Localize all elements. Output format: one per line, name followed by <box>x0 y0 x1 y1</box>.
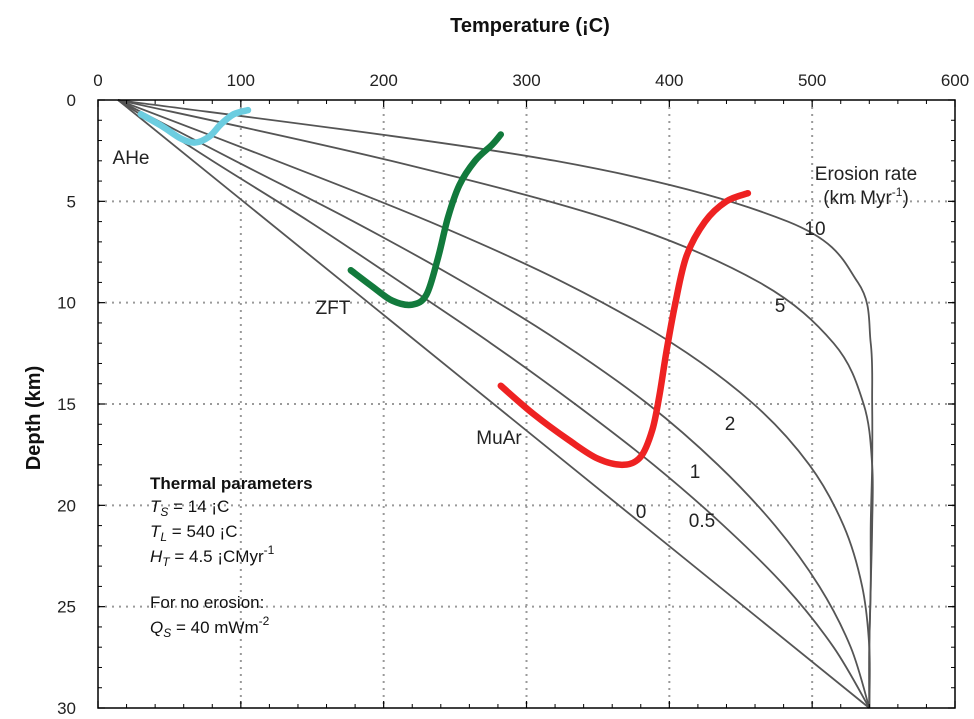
y-tick-label-20: 20 <box>57 496 76 515</box>
band-muar <box>497 189 752 469</box>
curve-label-5: 5 <box>775 296 786 317</box>
thermochronometer-bands <box>137 106 752 469</box>
param-tl: TL = 540 ¡C <box>150 522 237 544</box>
x-tick-label-300: 300 <box>512 71 540 90</box>
y-tick-label-25: 25 <box>57 598 76 617</box>
x-tick-label-400: 400 <box>655 71 683 90</box>
erosion-rate-units: (km Myr-1) <box>823 185 909 209</box>
geotherm-line-1 <box>117 99 871 709</box>
x-tick-label-200: 200 <box>369 71 397 90</box>
curve-label-0.5: 0.5 <box>689 511 715 532</box>
band-zft <box>347 131 505 309</box>
label-ahe: AHe <box>113 148 150 169</box>
curve-label-0: 0 <box>636 502 647 523</box>
x-tick-label-600: 600 <box>941 71 969 90</box>
x-tick-label-100: 100 <box>227 71 255 90</box>
geotherm-line-0 <box>117 99 870 709</box>
label-zft: ZFT <box>316 298 351 319</box>
y-tick-label-30: 30 <box>57 699 76 718</box>
curve-label-1: 1 <box>690 462 701 483</box>
thermal-parameters: Thermal parameters TS = 14 ¡C TL = 540 ¡… <box>150 474 313 640</box>
y-axis-title: Depth (km) <box>23 366 45 470</box>
x-axis-title: Temperature (¡C) <box>450 15 610 37</box>
y-tick-label-0: 0 <box>67 91 76 110</box>
param-ts: TS = 14 ¡C <box>150 497 229 519</box>
label-muar: MuAr <box>476 428 522 449</box>
x-tick-label-0: 0 <box>93 71 102 90</box>
geotherm-curves <box>117 99 874 709</box>
thermal-parameters-heading: Thermal parameters <box>150 474 313 493</box>
curve-label-2: 2 <box>725 414 736 435</box>
curve-label-10: 10 <box>804 219 825 240</box>
y-tick-label-10: 10 <box>57 294 76 313</box>
param-no-erosion: For no erosion: <box>150 593 264 612</box>
y-tick-label-15: 15 <box>57 395 76 414</box>
param-qs: QS = 40 mWm-2 <box>150 614 270 640</box>
band-ahe <box>137 106 252 146</box>
y-tick-label-5: 5 <box>67 192 76 211</box>
geotherm-line-10 <box>117 99 874 709</box>
x-tick-label-500: 500 <box>798 71 826 90</box>
geotherm-line-2 <box>117 99 871 709</box>
param-ht: HT = 4.5 ¡CMyr-1 <box>150 543 275 569</box>
erosion-rate-label: Erosion rate <box>815 164 917 185</box>
geotherm-line-0.5 <box>117 99 871 709</box>
